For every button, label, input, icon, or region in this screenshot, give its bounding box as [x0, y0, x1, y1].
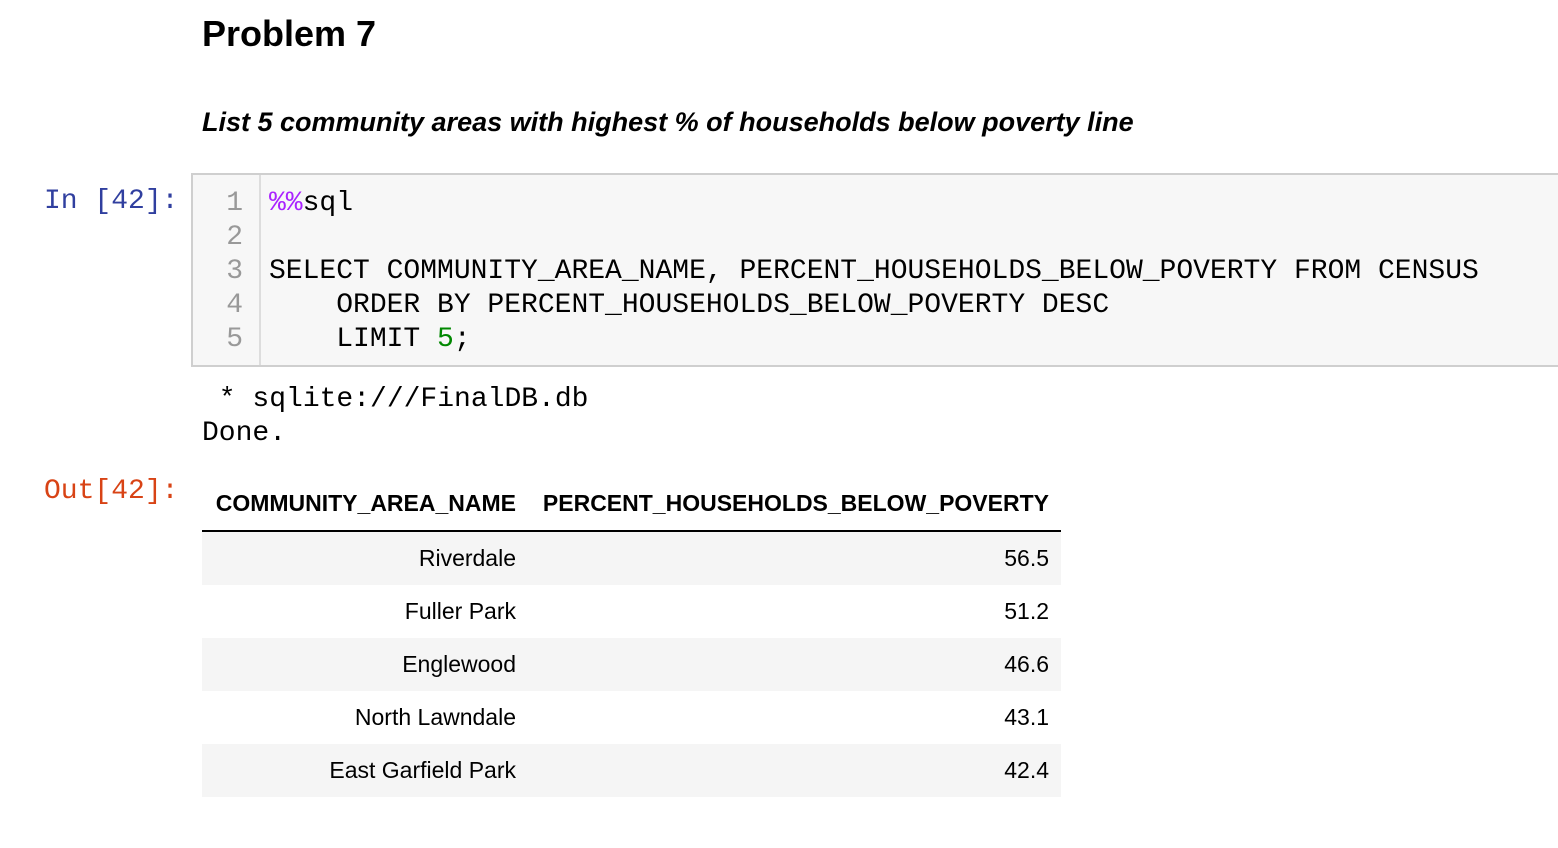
line-number: 5	[226, 324, 243, 355]
table-cell: 56.5	[528, 531, 1061, 585]
input-prompt: In [42]:	[44, 186, 179, 217]
column-header: PERCENT_HOUSEHOLDS_BELOW_POVERTY	[528, 476, 1061, 532]
statement-terminator: ;	[453, 324, 471, 355]
result-table: COMMUNITY_AREA_NAME PERCENT_HOUSEHOLDS_B…	[202, 476, 1061, 797]
code-line-1[interactable]: %%sql	[269, 187, 353, 221]
code-line-4[interactable]: ORDER BY PERCENT_HOUSEHOLDS_BELOW_POVERT…	[269, 290, 1110, 321]
table-row: Fuller Park 51.2	[202, 585, 1061, 638]
line-number: 3	[226, 256, 243, 287]
limit-keyword: LIMIT	[269, 324, 438, 355]
code-line-5[interactable]: LIMIT 5;	[269, 323, 471, 357]
problem-heading: Problem 7	[202, 13, 377, 54]
table-cell: Fuller Park	[202, 585, 528, 638]
table-header-row: COMMUNITY_AREA_NAME PERCENT_HOUSEHOLDS_B…	[202, 476, 1061, 532]
table-cell: 51.2	[528, 585, 1061, 638]
line-number: 4	[226, 290, 243, 321]
line-number-gutter: 1 2 3 4 5	[193, 175, 261, 365]
stdout-status: Done.	[202, 418, 287, 449]
table-cell: 43.1	[528, 691, 1061, 744]
line-number: 1	[226, 188, 243, 219]
table-row: North Lawndale 43.1	[202, 691, 1061, 744]
table-row: East Garfield Park 42.4	[202, 744, 1061, 797]
limit-number: 5	[437, 324, 454, 355]
output-prompt: Out[42]:	[44, 476, 179, 507]
table-row: Riverdale 56.5	[202, 531, 1061, 585]
table-cell: 42.4	[528, 744, 1061, 797]
line-number: 2	[226, 222, 243, 253]
column-header: COMMUNITY_AREA_NAME	[202, 476, 528, 532]
problem-description: List 5 community areas with highest % of…	[202, 107, 1134, 137]
table-cell: Englewood	[202, 638, 528, 691]
code-editor[interactable]: 1 2 3 4 5 %%sql SELECT COMMUNITY_AREA_NA…	[191, 173, 1558, 367]
magic-name: sql	[302, 188, 354, 219]
table-cell: North Lawndale	[202, 691, 528, 744]
magic-prefix: %%	[269, 188, 303, 219]
stdout-connection: * sqlite:///FinalDB.db	[202, 384, 589, 415]
table-row: Englewood 46.6	[202, 638, 1061, 691]
table-cell: Riverdale	[202, 531, 528, 585]
code-line-3[interactable]: SELECT COMMUNITY_AREA_NAME, PERCENT_HOUS…	[269, 256, 1479, 287]
table-cell: East Garfield Park	[202, 744, 528, 797]
table-cell: 46.6	[528, 638, 1061, 691]
